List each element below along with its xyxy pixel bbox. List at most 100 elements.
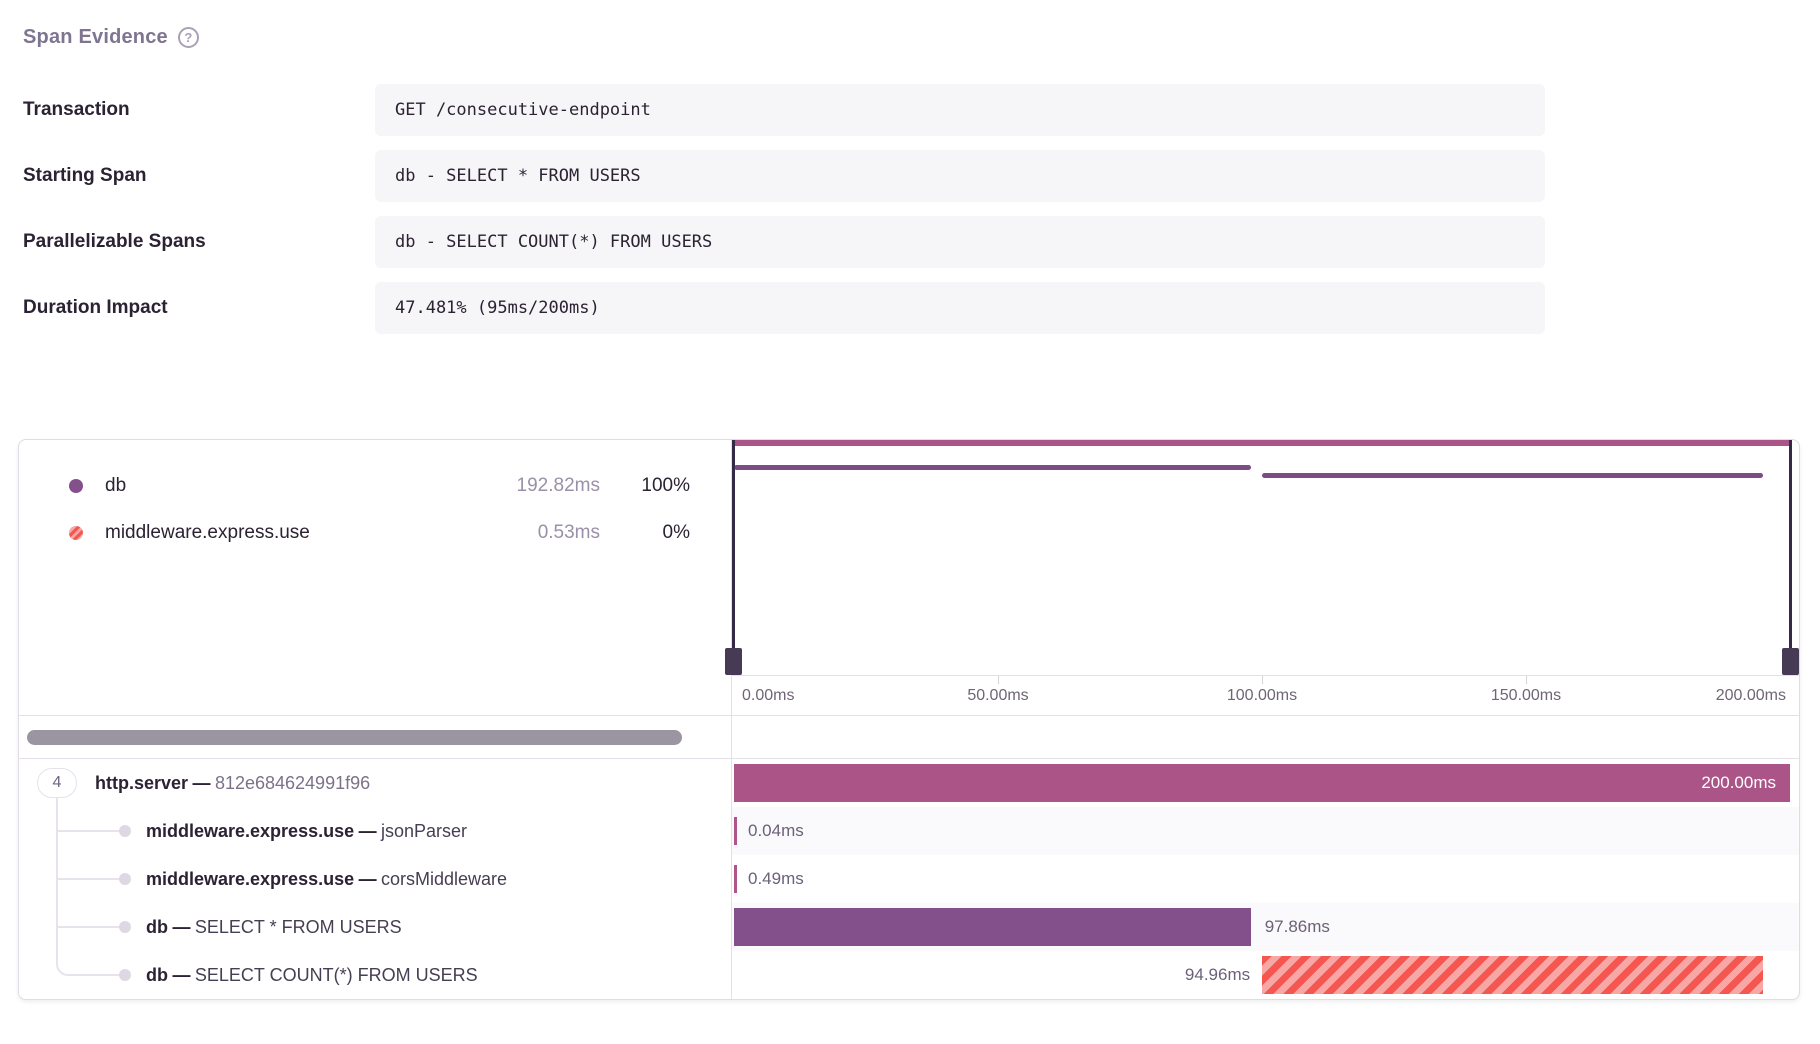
scrollbar-row-right <box>732 716 1799 758</box>
separator: — <box>192 772 211 793</box>
evidence-row-parallelizable-spans: Parallelizable Spans db - SELECT COUNT(*… <box>23 216 1545 268</box>
legend-row-db: db 192.82ms 100% <box>19 462 731 509</box>
span-row-db-count[interactable]: db — SELECT COUNT(*) FROM USERS 94.96ms <box>19 951 1799 999</box>
legend-percent: 0% <box>662 521 690 543</box>
axis-tick-mark <box>1262 676 1263 684</box>
span-row-label-cell: middleware.express.use — jsonParser <box>19 807 732 855</box>
span-op: http.server <box>95 772 189 793</box>
evidence-list: Transaction GET /consecutive-endpoint St… <box>23 84 1545 334</box>
separator: — <box>358 868 377 889</box>
minimap-left-handle[interactable] <box>725 440 742 675</box>
span-bar[interactable] <box>734 908 1251 946</box>
span-op: db <box>146 964 168 985</box>
axis-tick-label: 0.00ms <box>742 687 795 704</box>
axis-tick-mark <box>998 676 999 684</box>
evidence-value: GET /consecutive-endpoint <box>375 84 1545 136</box>
span-bar[interactable]: 200.00ms <box>734 764 1790 802</box>
evidence-row-duration-impact: Duration Impact 47.481% (95ms/200ms) <box>23 282 1545 334</box>
legend-row-middleware: middleware.express.use 0.53ms 0% <box>19 509 731 556</box>
minimap-section: db 192.82ms 100% middleware.express.use … <box>19 440 1799 675</box>
span-duration-label: 94.96ms <box>1184 965 1251 984</box>
span-row-label-cell: db — SELECT * FROM USERS <box>19 903 732 951</box>
span-row-label-cell: middleware.express.use — corsMiddleware <box>19 855 732 903</box>
axis-tick-label: 50.00ms <box>967 687 1029 704</box>
legend-duration: 192.82ms <box>516 474 600 496</box>
page-header: Span Evidence ? <box>23 24 1820 50</box>
span-op: db <box>146 916 168 937</box>
span-description: SELECT COUNT(*) FROM USERS <box>194 964 478 985</box>
span-row-bar-cell: 0.04ms <box>732 807 1799 855</box>
separator: — <box>172 916 191 937</box>
span-description: SELECT * FROM USERS <box>194 916 402 937</box>
span-title: http.server — 812e684624991f96 <box>95 773 370 794</box>
legend: db 192.82ms 100% middleware.express.use … <box>19 440 732 675</box>
child-count-badge[interactable]: 4 <box>37 768 77 798</box>
span-duration-label: 0.49ms <box>748 869 804 888</box>
time-axis-section: 0.00ms 50.00ms 100.00ms 150.00ms 200.00ms <box>19 675 1799 715</box>
minimap-span-db-select <box>734 465 1251 470</box>
legend-swatch-db <box>69 478 83 493</box>
evidence-value: db - SELECT * FROM USERS <box>375 150 1545 202</box>
axis-tick-label: 200.00ms <box>1715 687 1786 704</box>
span-title: middleware.express.use — corsMiddleware <box>146 869 507 890</box>
span-row-jsonparser[interactable]: middleware.express.use — jsonParser 0.04… <box>19 807 1799 855</box>
span-row-corsmiddleware[interactable]: middleware.express.use — corsMiddleware … <box>19 855 1799 903</box>
span-bar[interactable] <box>734 865 737 893</box>
evidence-row-starting-span: Starting Span db - SELECT * FROM USERS <box>23 150 1545 202</box>
legend-duration: 0.53ms <box>537 521 600 543</box>
help-icon[interactable]: ? <box>177 26 199 48</box>
axis-tick-label: 100.00ms <box>1226 687 1298 704</box>
page-title: Span Evidence <box>23 25 168 48</box>
span-title: db — SELECT COUNT(*) FROM USERS <box>146 965 478 986</box>
span-op: middleware.express.use <box>146 820 355 841</box>
span-row-db-select[interactable]: db — SELECT * FROM USERS 97.86ms <box>19 903 1799 951</box>
scrollbar-track[interactable] <box>19 716 732 758</box>
axis-tick-label: 150.00ms <box>1490 687 1562 704</box>
span-row-bar-cell: 97.86ms <box>732 903 1799 951</box>
evidence-row-transaction: Transaction GET /consecutive-endpoint <box>23 84 1545 136</box>
span-row-bar-cell: 0.49ms <box>732 855 1799 903</box>
minimap-span-db-count <box>1262 473 1764 478</box>
span-row-label-cell: 4 http.server — 812e684624991f96 <box>19 759 732 807</box>
evidence-label: Duration Impact <box>23 297 168 318</box>
legend-percent: 100% <box>641 474 690 496</box>
span-op: middleware.express.use <box>146 868 355 889</box>
axis-track: 0.00ms 50.00ms 100.00ms 150.00ms 200.00ms <box>734 676 1790 715</box>
span-tree: 4 http.server — 812e684624991f96 200.00m… <box>19 759 1799 999</box>
minimap[interactable] <box>725 440 1799 675</box>
span-duration-label: 97.86ms <box>1264 917 1330 936</box>
minimap-right-handle[interactable] <box>1782 440 1799 675</box>
evidence-label: Parallelizable Spans <box>23 231 206 252</box>
span-row-bar-cell: 200.00ms <box>732 759 1799 807</box>
minimap-left-grip[interactable] <box>725 648 742 675</box>
span-row-http-server[interactable]: 4 http.server — 812e684624991f96 200.00m… <box>19 759 1799 807</box>
span-description: jsonParser <box>381 820 468 841</box>
time-axis-spacer <box>19 675 732 715</box>
span-row-label-cell: db — SELECT COUNT(*) FROM USERS <box>19 951 732 999</box>
legend-name: db <box>105 474 127 496</box>
scrollbar-thumb[interactable] <box>27 730 682 745</box>
legend-name: middleware.express.use <box>105 521 310 543</box>
evidence-label: Transaction <box>23 99 130 120</box>
span-description: 812e684624991f96 <box>214 772 371 793</box>
minimap-track <box>734 440 1790 675</box>
axis-tick-mark <box>1526 676 1527 684</box>
minimap-right-grip[interactable] <box>1782 648 1799 675</box>
span-waterfall-card: db 192.82ms 100% middleware.express.use … <box>18 439 1800 1000</box>
span-bar[interactable] <box>734 817 737 845</box>
time-axis: 0.00ms 50.00ms 100.00ms 150.00ms 200.00ms <box>732 675 1799 715</box>
span-row-bar-cell: 94.96ms <box>732 951 1799 999</box>
minimap-span-http-server <box>734 440 1790 446</box>
span-bar[interactable] <box>1262 956 1764 994</box>
separator: — <box>172 964 191 985</box>
span-title: db — SELECT * FROM USERS <box>146 917 402 938</box>
separator: — <box>358 820 377 841</box>
evidence-label: Starting Span <box>23 165 147 186</box>
legend-swatch-middleware <box>69 525 83 540</box>
evidence-value: db - SELECT COUNT(*) FROM USERS <box>375 216 1545 268</box>
evidence-value: 47.481% (95ms/200ms) <box>375 282 1545 334</box>
span-title: middleware.express.use — jsonParser <box>146 821 467 842</box>
span-duration-label: 0.04ms <box>748 821 804 840</box>
span-description: corsMiddleware <box>381 868 508 889</box>
scrollbar-row <box>19 715 1799 759</box>
